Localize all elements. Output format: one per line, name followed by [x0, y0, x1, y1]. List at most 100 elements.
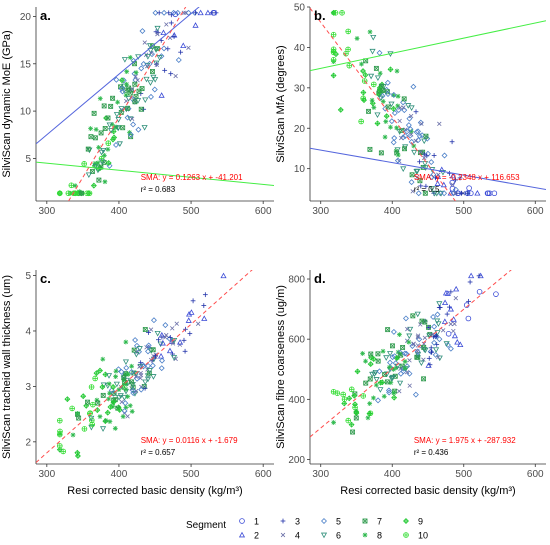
- data-point: [105, 140, 112, 147]
- data-point: [121, 408, 128, 414]
- data-point: [158, 365, 165, 372]
- data-point: [115, 366, 122, 373]
- data-point: [116, 406, 123, 413]
- y-tick-label: 5: [25, 154, 31, 165]
- data-point: [363, 380, 369, 386]
- legend-label: 5: [336, 517, 341, 527]
- r-squared: r² = 0.683: [141, 185, 176, 194]
- data-point: [421, 376, 427, 382]
- data-point: [422, 347, 429, 354]
- data-point: [172, 11, 179, 18]
- data-point: [435, 321, 442, 327]
- data-point: [426, 333, 433, 339]
- data-point: [360, 89, 367, 96]
- data-point: [110, 399, 117, 405]
- data-point: [102, 179, 108, 185]
- data-point: [405, 326, 410, 332]
- data-point: [436, 301, 443, 307]
- data-point: [365, 415, 371, 421]
- legend-item-1: 1: [239, 517, 259, 527]
- data-point: [441, 299, 449, 305]
- data-point: [390, 343, 395, 349]
- data-point: [125, 414, 130, 419]
- data-point: [124, 81, 129, 87]
- data-point: [457, 341, 464, 348]
- data-point: [201, 315, 208, 321]
- data-point: [85, 399, 90, 405]
- data-point: [113, 112, 120, 118]
- x-axis-title: Resi corrected basic density (kg/m³): [340, 485, 515, 497]
- x-tick-label: 500: [183, 206, 200, 217]
- data-point: [384, 79, 391, 86]
- data-point: [373, 65, 379, 71]
- data-point: [90, 401, 96, 408]
- data-point: [387, 66, 394, 73]
- data-point: [144, 54, 151, 60]
- data-point: [130, 384, 136, 390]
- data-point: [115, 125, 122, 132]
- data-point: [113, 374, 119, 380]
- y-axis-title: SilviScan MfA (degrees): [275, 45, 287, 162]
- data-point: [201, 303, 207, 308]
- data-point: [183, 326, 188, 332]
- data-point: [81, 161, 87, 167]
- data-point: [133, 70, 139, 75]
- data-point: [134, 375, 140, 382]
- y-tick-label: 2: [25, 437, 31, 448]
- data-point: [402, 146, 407, 152]
- data-point: [182, 348, 188, 354]
- blue-fit-line: [310, 147, 546, 191]
- data-point: [135, 78, 140, 83]
- data-point: [385, 327, 391, 333]
- data-point: [414, 311, 421, 318]
- data-point: [152, 47, 160, 53]
- data-point: [374, 75, 382, 82]
- data-point: [331, 420, 336, 425]
- data-point: [401, 96, 407, 102]
- sma-equation: SMA: y = 1.975 x + -287.932: [414, 436, 516, 445]
- x-tick-label: 500: [455, 206, 472, 217]
- data-point: [385, 91, 391, 97]
- panel-a: 300 400 500 600 5 10 15 20 a. SMA: y = 0.1263 x +…: [1, 7, 274, 217]
- data-point: [119, 77, 125, 84]
- data-point: [380, 87, 386, 93]
- data-point: [391, 390, 397, 396]
- sma-equation: SMA: y = 0.0116 x + -1.679: [141, 436, 238, 445]
- data-point: [367, 361, 374, 368]
- data-point: [148, 93, 154, 100]
- data-point: [97, 367, 103, 374]
- data-point: [383, 355, 390, 361]
- data-point: [330, 72, 337, 79]
- data-point: [123, 339, 129, 345]
- data-point: [403, 350, 410, 357]
- data-point: [409, 172, 415, 178]
- data-point: [106, 381, 112, 387]
- data-point: [436, 336, 443, 343]
- data-point: [175, 57, 182, 63]
- data-point: [427, 362, 433, 368]
- data-point: [123, 386, 129, 392]
- data-point: [133, 342, 140, 349]
- data-point: [202, 292, 208, 298]
- data-point: [161, 9, 168, 16]
- data-point: [414, 175, 420, 180]
- data-point: [154, 25, 161, 32]
- data-point: [70, 432, 76, 438]
- data-point: [153, 29, 159, 35]
- legend-label: 4: [295, 531, 300, 541]
- data-point: [407, 358, 412, 363]
- data-point: [422, 335, 428, 340]
- data-point: [418, 183, 424, 189]
- data-point: [118, 368, 125, 375]
- y-axis-title: SilviScan fibre coarseness (ug/m): [275, 285, 287, 449]
- data-point: [415, 137, 422, 144]
- data-point: [129, 86, 135, 92]
- data-point: [92, 375, 98, 382]
- panel-letter: d.: [314, 271, 326, 286]
- data-point: [350, 429, 356, 435]
- data-point: [101, 103, 107, 109]
- data-point: [72, 183, 78, 189]
- y-tick-label: 30: [294, 83, 306, 94]
- data-point: [112, 425, 118, 431]
- data-point: [372, 369, 379, 376]
